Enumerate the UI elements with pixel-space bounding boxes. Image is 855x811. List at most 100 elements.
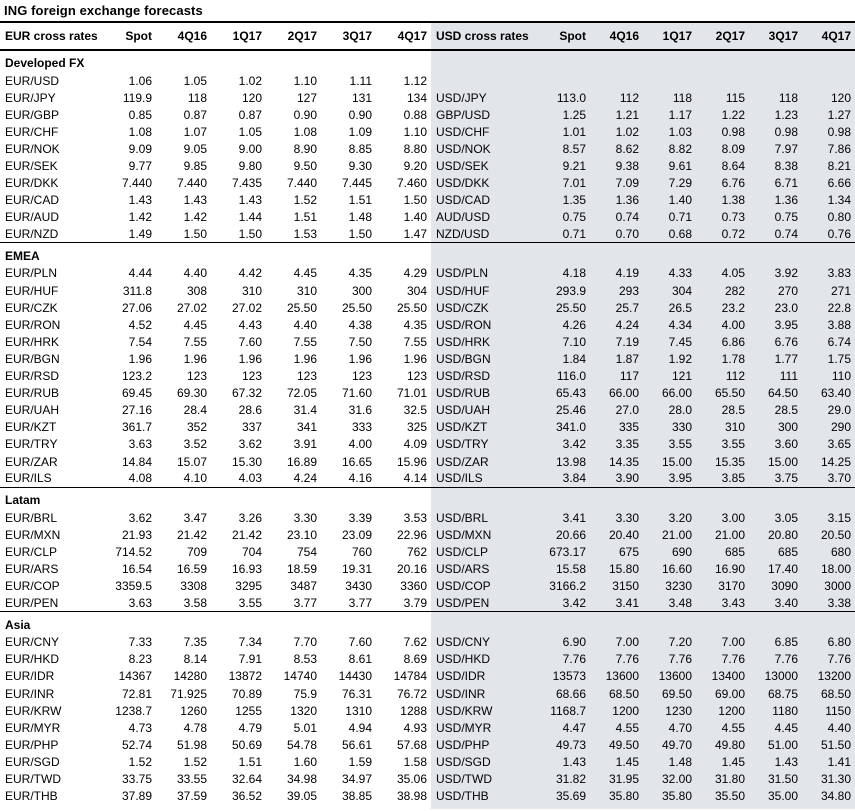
column-header: 4Q17 (376, 23, 431, 51)
value-cell: 23.10 (286, 527, 317, 542)
table-row: USD/RON 4.26 4.24 4.34 4.00 3.95 3.88 (431, 316, 855, 333)
value-cell: 7.50 (348, 334, 372, 349)
currency-pair-cell: USD/PHP (436, 737, 490, 752)
value-cell: 5.01 (293, 720, 317, 735)
currency-pair-cell: USD/CAD (436, 193, 491, 208)
value-cell: 119.9 (122, 90, 152, 105)
value-cell: 4.40 (183, 266, 207, 281)
value-cell: 300 (351, 283, 372, 298)
value-cell: 4.40 (827, 720, 851, 735)
value-cell: 8.80 (403, 141, 427, 156)
currency-pair-cell: EUR/CLP (5, 544, 58, 559)
value-cell: 71.925 (170, 686, 207, 701)
value-cell: 33.55 (176, 772, 207, 787)
value-cell: 1.84 (562, 351, 586, 366)
currency-pair-cell: EUR/JPY (5, 90, 56, 105)
value-cell: 1.48 (348, 210, 372, 225)
value-cell: 685 (724, 544, 745, 559)
value-cell: 1.96 (238, 351, 262, 366)
currency-pair-cell: USD/SGD (436, 754, 491, 769)
value-cell: 9.61 (668, 159, 692, 174)
section-label: Developed FX (5, 56, 85, 70)
value-cell: 4.73 (128, 720, 152, 735)
value-cell: 13400 (711, 669, 745, 684)
currency-pair-cell: USD/COP (436, 579, 491, 594)
value-cell: 1288 (400, 703, 427, 718)
section-header-row: Asia (0, 611, 431, 634)
value-cell: 3487 (290, 579, 317, 594)
value-cell: 7.76 (774, 652, 798, 667)
table-row: EUR/PLN 4.44 4.40 4.42 4.45 4.35 4.29 (0, 265, 431, 282)
value-cell: 1.49 (128, 227, 152, 242)
table-row: EUR/SGD 1.52 1.52 1.51 1.60 1.59 1.58 (0, 753, 431, 770)
value-cell: 134 (406, 90, 427, 105)
value-cell: 4.00 (721, 317, 745, 332)
value-cell: 32.64 (231, 772, 262, 787)
value-cell: 3.55 (721, 437, 745, 452)
value-cell: 28.5 (721, 403, 745, 418)
value-cell: 15.96 (396, 454, 427, 469)
value-cell: 7.09 (615, 176, 639, 191)
value-cell: 6.66 (827, 176, 851, 191)
value-cell: 6.71 (774, 176, 798, 191)
value-cell: 310 (296, 283, 317, 298)
value-cell: 341.0 (555, 420, 586, 435)
value-cell: 1.92 (668, 351, 692, 366)
table-row (431, 72, 855, 89)
value-cell: 7.62 (403, 635, 427, 650)
value-cell: 4.38 (348, 317, 372, 332)
table-row: USD/KRW 1168.7 1200 1230 1200 1180 1150 (431, 702, 855, 719)
currency-pair-cell: USD/RUB (436, 386, 491, 401)
value-cell: 4.42 (238, 266, 262, 281)
value-cell: 7.10 (562, 334, 586, 349)
table-row: EUR/JPY 119.9 118 120 127 131 134 (0, 89, 431, 106)
value-cell: 7.60 (348, 635, 372, 650)
value-cell: 1.52 (183, 754, 207, 769)
value-cell: 7.440 (286, 176, 317, 191)
value-cell: 680 (830, 544, 851, 559)
value-cell: 0.90 (348, 107, 372, 122)
value-cell: 335 (618, 420, 639, 435)
table-row: EUR/RON 4.52 4.45 4.43 4.40 4.38 4.35 (0, 316, 431, 333)
table-row: USD/HKD 7.76 7.76 7.76 7.76 7.76 7.76 (431, 651, 855, 668)
currency-pair-cell: EUR/INR (5, 686, 55, 701)
table-row: EUR/CAD 1.43 1.43 1.43 1.52 1.51 1.50 (0, 192, 431, 209)
table-row: EUR/COP 3359.5 3308 3295 3487 3430 3360 (0, 578, 431, 595)
table-row: GBP/USD 1.25 1.21 1.17 1.22 1.23 1.27 (431, 106, 855, 123)
value-cell: 1.78 (721, 351, 745, 366)
column-header: 4Q16 (590, 23, 643, 51)
value-cell: 1.07 (183, 124, 207, 139)
currency-pair-cell: USD/KRW (436, 703, 493, 718)
currency-pair-cell: USD/THB (436, 789, 489, 804)
value-cell: 69.00 (714, 686, 745, 701)
usd-cross-rates-pane: USD cross rates Spot 4Q16 1Q17 2Q17 3Q17 4Q17 … (431, 23, 855, 809)
value-cell: 7.33 (128, 635, 152, 650)
value-cell: 118 (672, 90, 692, 105)
table-row: USD/IDR 13573 13600 13600 13400 13000 13200 (431, 668, 855, 685)
table-row: EUR/NOK 9.09 9.05 9.00 8.90 8.85 8.80 (0, 140, 431, 157)
table-row: USD/HUF 293.9 293 304 282 270 271 (431, 282, 855, 299)
currency-pair-cell: USD/HKD (436, 652, 491, 667)
table-row: USD/HRK 7.10 7.19 7.45 6.86 6.76 6.74 (431, 333, 855, 350)
value-cell: 69.30 (176, 386, 207, 401)
forecast-tables: EUR cross rates Spot 4Q16 1Q17 2Q17 3Q17 4Q17 … (0, 23, 855, 809)
value-cell: 333 (351, 420, 372, 435)
currency-pair-cell: EUR/HRK (5, 334, 60, 349)
value-cell: 68.50 (820, 686, 851, 701)
value-cell: 7.460 (396, 176, 427, 191)
table-row: EUR/PEN 3.63 3.58 3.55 3.77 3.77 3.79 (0, 595, 431, 612)
value-cell: 25.50 (555, 300, 586, 315)
value-cell: 685 (777, 544, 798, 559)
value-cell: 20.40 (608, 527, 639, 542)
value-cell: 1320 (290, 703, 317, 718)
value-cell: 3230 (665, 579, 692, 594)
value-cell: 7.76 (615, 652, 639, 667)
eur-table-header-row: EUR cross rates Spot 4Q16 1Q17 2Q17 3Q17 4Q17 (0, 23, 431, 51)
value-cell: 14740 (283, 669, 317, 684)
value-cell: 1.75 (827, 351, 851, 366)
currency-pair-cell: GBP/USD (436, 107, 491, 122)
table-row: EUR/IDR 14367 14280 13872 14740 14430 14784 (0, 668, 431, 685)
value-cell: 3.38 (827, 595, 851, 610)
value-cell: 3.55 (668, 437, 692, 452)
value-cell: 1.23 (774, 107, 798, 122)
